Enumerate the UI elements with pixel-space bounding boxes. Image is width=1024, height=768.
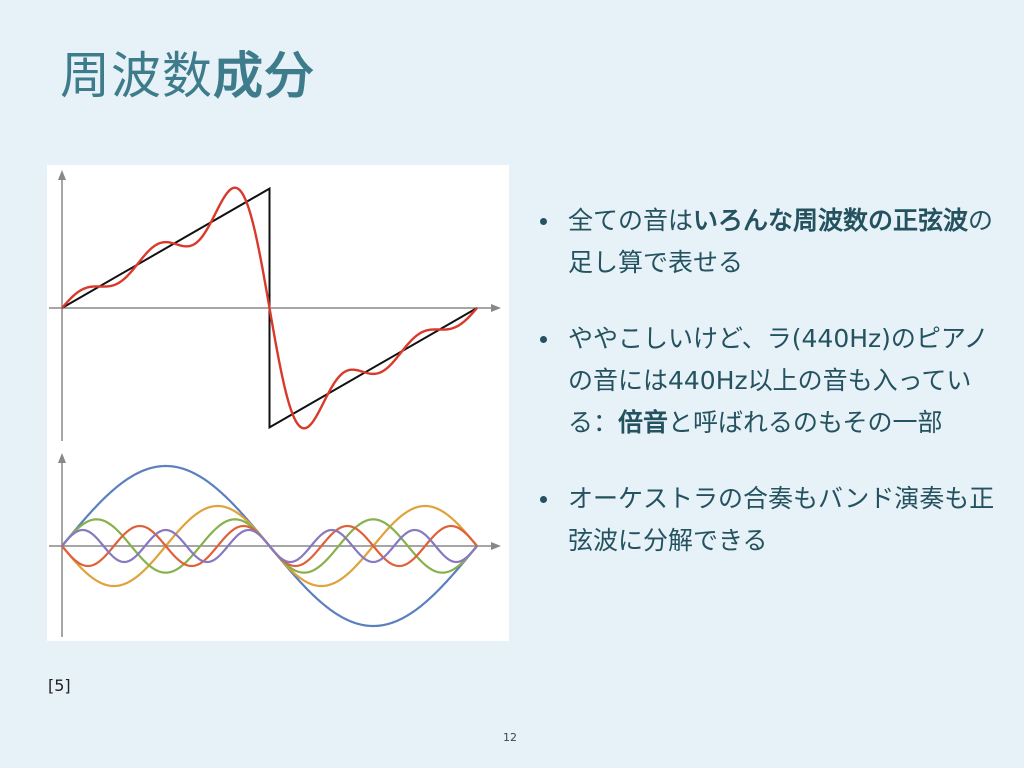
bullet-text-bold: いろんな周波数の正弦波 — [693, 206, 969, 235]
bullet-list: 全ての音はいろんな周波数の正弦波の足し算で表せるややこしいけど、ラ(440Hz)… — [540, 200, 1000, 596]
title-bold: 成分 — [213, 47, 315, 105]
bullet-text: 全ての音は — [568, 206, 694, 235]
bullet-item: 全ての音はいろんな周波数の正弦波の足し算で表せる — [540, 200, 1000, 284]
top-y-axis-arrow-icon — [58, 170, 66, 180]
bullet-item: オーケストラの合奏もバンド演奏も正弦波に分解できる — [540, 478, 1000, 562]
bullet-text: オーケストラの合奏もバンド演奏も正弦波に分解できる — [568, 484, 995, 555]
title-normal: 周波数 — [60, 47, 213, 105]
fourier-figure — [47, 165, 509, 641]
slide-title: 周波数成分 — [60, 36, 315, 108]
bottom-x-axis-arrow-icon — [491, 542, 501, 550]
top-x-axis-arrow-icon — [491, 304, 501, 312]
page-number: 12 — [503, 731, 517, 744]
bullet-text: ややこしいけど、ラ(440Hz)のピアノの音には440Hz以上の音も入っている： — [568, 324, 989, 437]
bullet-text: と呼ばれるのもその一部 — [668, 408, 943, 437]
fourier-chart — [49, 170, 501, 637]
reference-label: [5] — [48, 676, 71, 695]
bottom-y-axis-arrow-icon — [58, 453, 66, 463]
bullet-item: ややこしいけど、ラ(440Hz)のピアノの音には440Hz以上の音も入っている：… — [540, 318, 1000, 444]
bullet-text-bold: 倍音 — [618, 408, 669, 437]
harmonic-5-line — [61, 528, 478, 564]
bullet-text: の足し算で表せる — [568, 206, 994, 277]
fourier-sum-line — [61, 186, 478, 430]
